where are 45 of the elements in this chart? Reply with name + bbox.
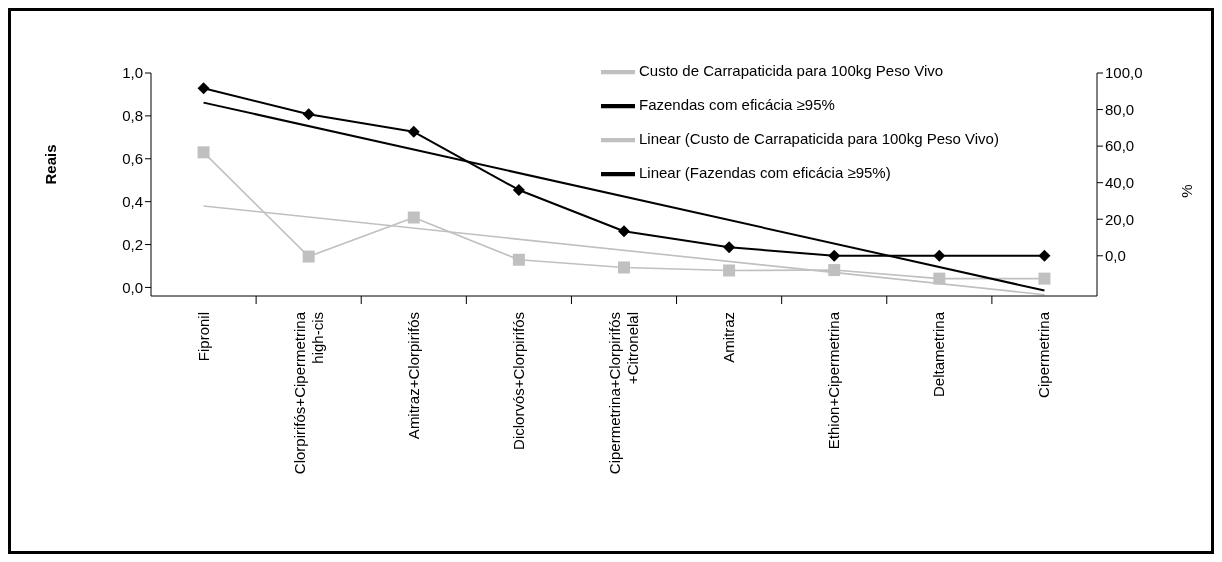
y2-tick-label: 60,0: [1105, 137, 1135, 155]
legend-label: Linear (Custo de Carrapaticida para 100kg Peso Vivo): [639, 129, 999, 147]
x-tick-label: Amitraz: [720, 312, 738, 363]
point: [197, 82, 210, 95]
y-tick-label: 1,0: [122, 64, 143, 82]
y2-tick-label: 0,0: [1105, 247, 1126, 265]
y2-tick-label: 20,0: [1105, 210, 1135, 228]
point: [618, 261, 630, 274]
point: [407, 125, 420, 138]
point: [828, 249, 841, 262]
point: [1038, 272, 1051, 285]
y-tick-label: 0,2: [122, 235, 143, 253]
point: [512, 253, 525, 266]
y2-tick-label: 80,0: [1105, 100, 1135, 118]
legend-label: Custo de Carrapaticida para 100kg Peso Vivo: [639, 61, 944, 79]
legend-label: Linear (Fazendas com eficácia ≥95%): [639, 163, 891, 181]
x-tick-label: Deltametrina: [930, 311, 948, 398]
point: [302, 250, 315, 263]
point: [407, 211, 420, 224]
x-tick-label: Cipermetrina+Clorpirifós +Citronelal: [606, 312, 641, 475]
point: [197, 146, 210, 159]
y-tick-label: 0,0: [122, 278, 143, 296]
y2-tick-label: 40,0: [1105, 174, 1135, 191]
point: [1038, 249, 1051, 262]
point: [933, 272, 946, 285]
y2-tick-label: 100,0: [1105, 64, 1143, 82]
x-tick-label: Fipronil: [194, 312, 212, 362]
x-tick-label: Ethion+Cipermetrina: [825, 311, 843, 450]
x-tick-label: Amitraz+Clorpirifós: [404, 312, 422, 440]
point: [933, 249, 946, 262]
x-tick-label: Clorpirifós+Cipermetrina high-cis: [290, 311, 326, 475]
point: [512, 183, 525, 196]
y2-axis-title: %: [1178, 184, 1196, 198]
point: [828, 264, 841, 277]
point: [618, 225, 630, 238]
x-tick-label: Cipermetrina: [1035, 311, 1053, 398]
point: [723, 264, 736, 277]
x-tick-label: Diclorvós+Clorpirifós: [509, 312, 527, 450]
y-tick-label: 0,4: [122, 192, 143, 210]
y-tick-label: 0,8: [122, 107, 143, 125]
legend-label: Fazendas com eficácia ≥95%: [639, 95, 835, 113]
point: [302, 108, 315, 121]
y-axis-title: Reais: [42, 144, 60, 185]
point: [723, 241, 736, 254]
y-tick-label: 0,6: [122, 150, 143, 168]
